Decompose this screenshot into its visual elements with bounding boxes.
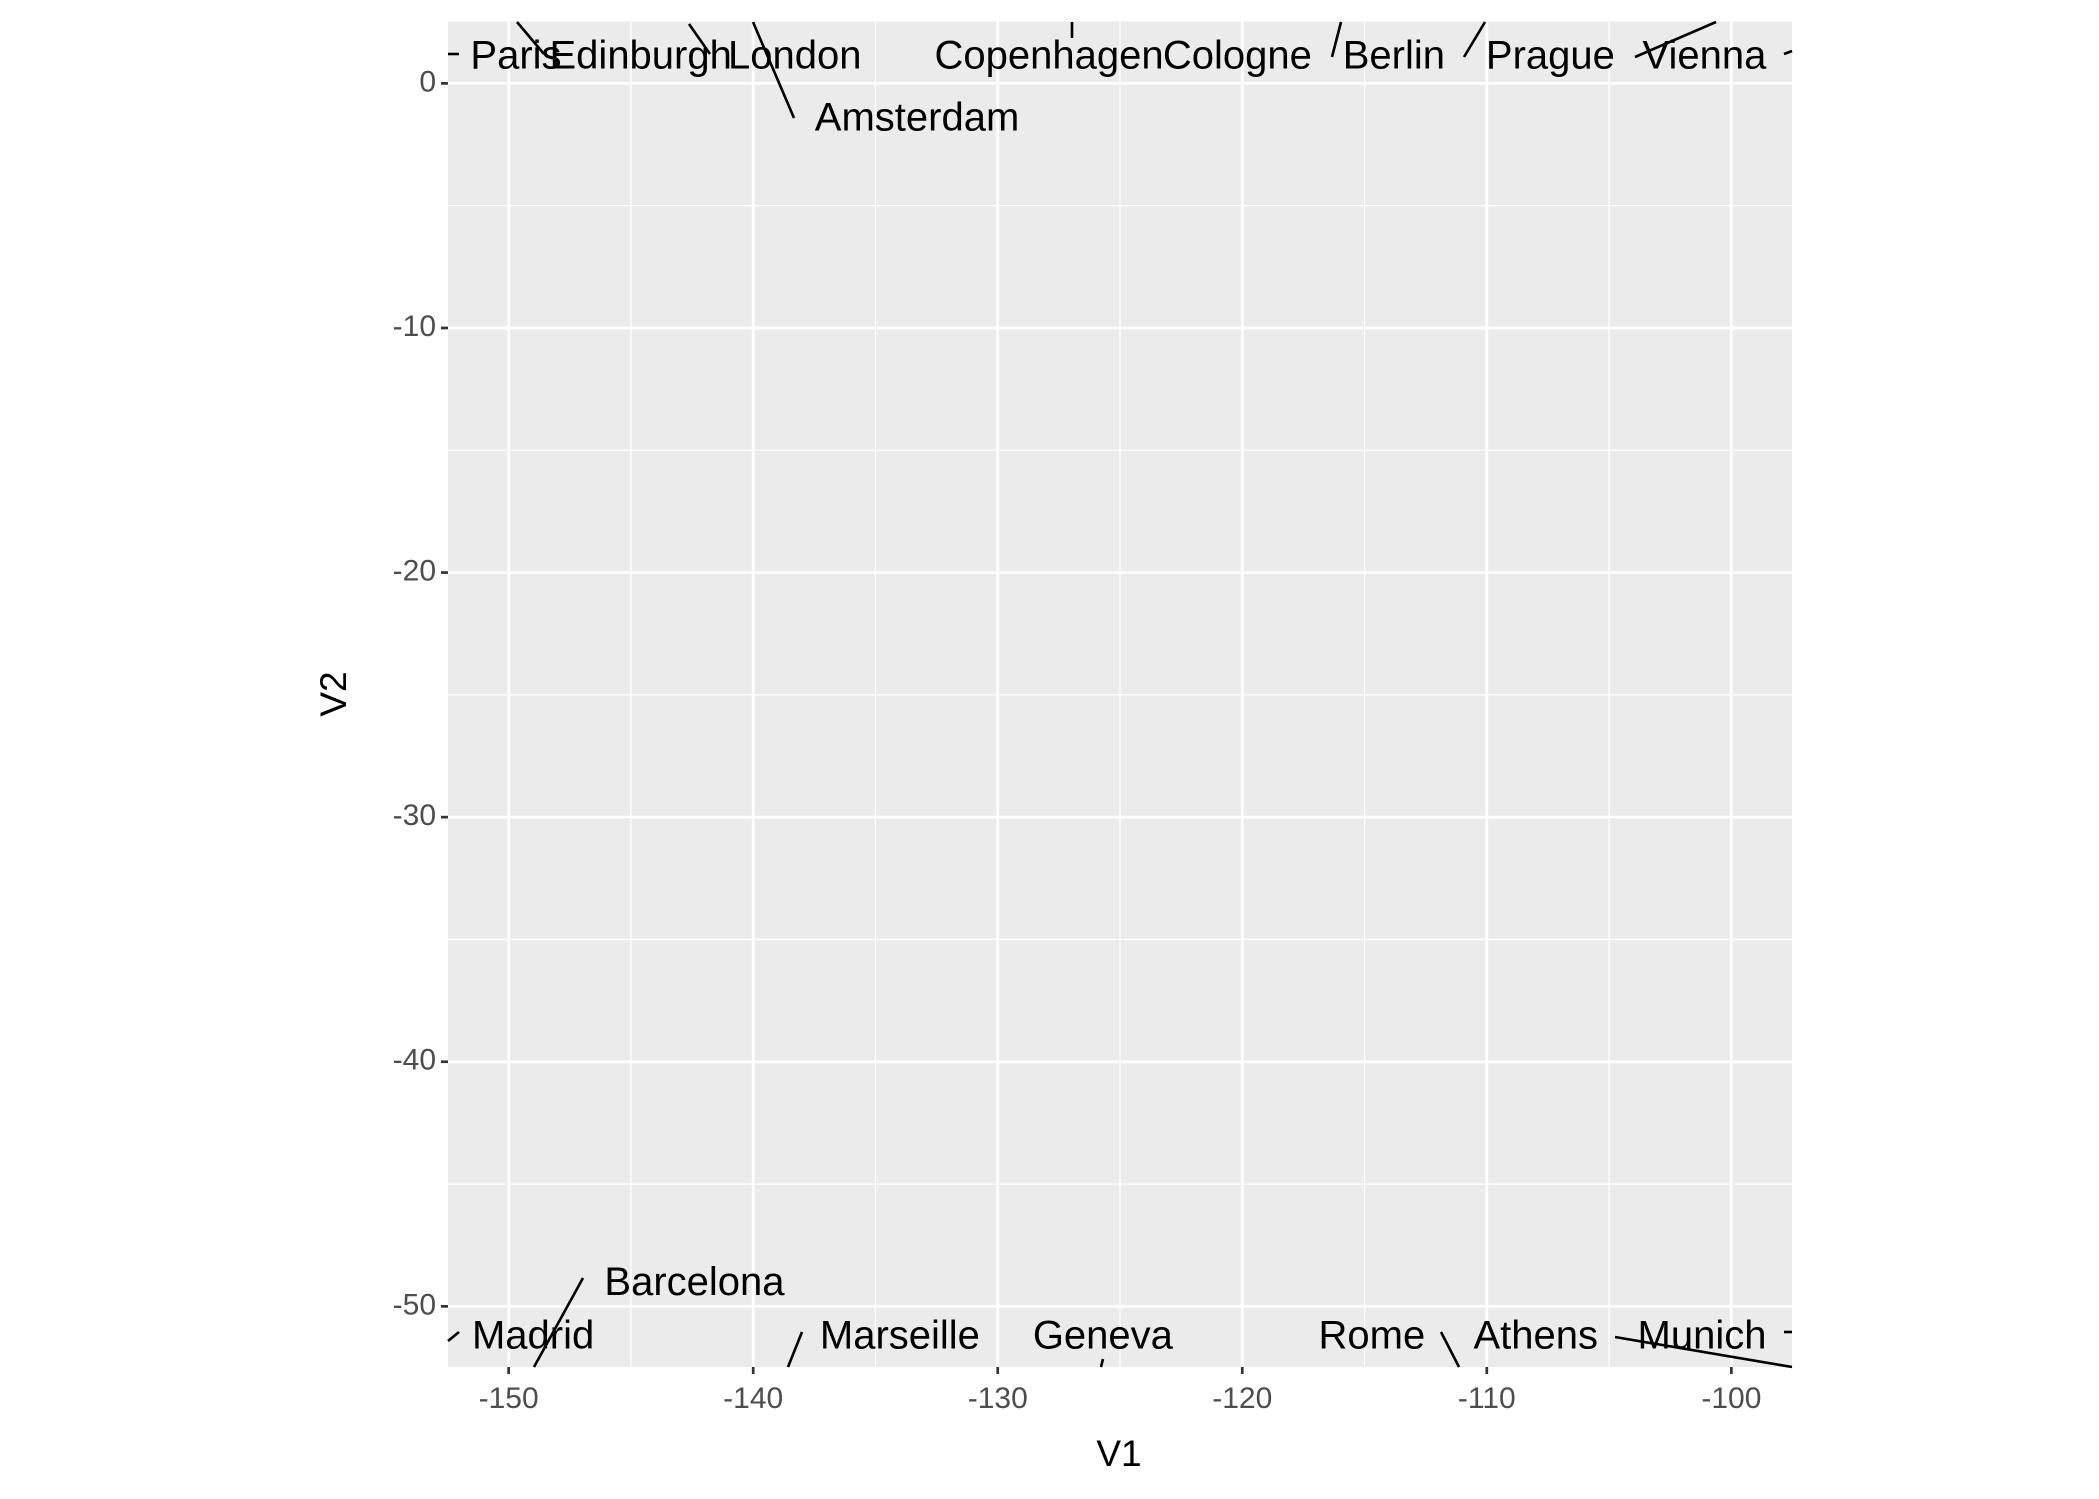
leader-line (447, 1330, 460, 1343)
point-label: Cologne (1163, 33, 1312, 77)
leader-line (1099, 1358, 1105, 1368)
point-label: Geneva (1033, 1314, 1174, 1358)
point-label: Paris (470, 33, 561, 77)
point-label: Copenhagen (935, 33, 1164, 77)
leader-line (751, 21, 796, 119)
leader-line (1439, 1331, 1461, 1368)
y-tick-label: -40 (393, 1044, 436, 1077)
x-tick-label: -150 (479, 1382, 539, 1415)
leader-line (516, 21, 545, 55)
leader-line (687, 23, 712, 55)
point-label: Munich (1638, 1314, 1767, 1358)
leader-line (1783, 49, 1793, 56)
x-axis-title: V1 (1096, 1433, 1141, 1474)
point-label: Berlin (1343, 33, 1445, 77)
point-label: London (728, 33, 861, 77)
leader-lines (447, 20, 1793, 1369)
x-tick-label: -140 (723, 1382, 783, 1415)
point-label: Edinburgh (550, 33, 732, 77)
leader-line (1634, 20, 1717, 59)
point-label: Prague (1486, 33, 1615, 77)
y-tick-label: -50 (393, 1288, 436, 1321)
point-label: Rome (1319, 1314, 1426, 1358)
leader-line (1462, 21, 1487, 58)
x-tick-label: -100 (1701, 1382, 1761, 1415)
point-label: Vienna (1643, 33, 1768, 77)
y-tick-label: -20 (393, 554, 436, 587)
x-tick-label: -110 (1458, 1382, 1516, 1415)
x-tick-label: -130 (968, 1382, 1028, 1415)
point-label: Amsterdam (815, 96, 1020, 140)
leader-line (786, 1331, 804, 1368)
leader-line (532, 1277, 585, 1368)
y-tick-label: 0 (419, 65, 436, 98)
y-tick-label: -30 (393, 799, 436, 832)
point-label: Athens (1473, 1314, 1598, 1358)
y-axis-title: V2 (313, 671, 354, 716)
leader-line (1614, 1335, 1793, 1369)
point-label: Madrid (472, 1314, 594, 1358)
y-tick-label: -10 (393, 310, 436, 343)
x-tick-label: -120 (1212, 1382, 1272, 1415)
grid (448, 21, 1792, 1367)
leader-line (1330, 21, 1343, 58)
point-label: Barcelona (604, 1260, 785, 1304)
point-label: Marseille (820, 1314, 980, 1358)
